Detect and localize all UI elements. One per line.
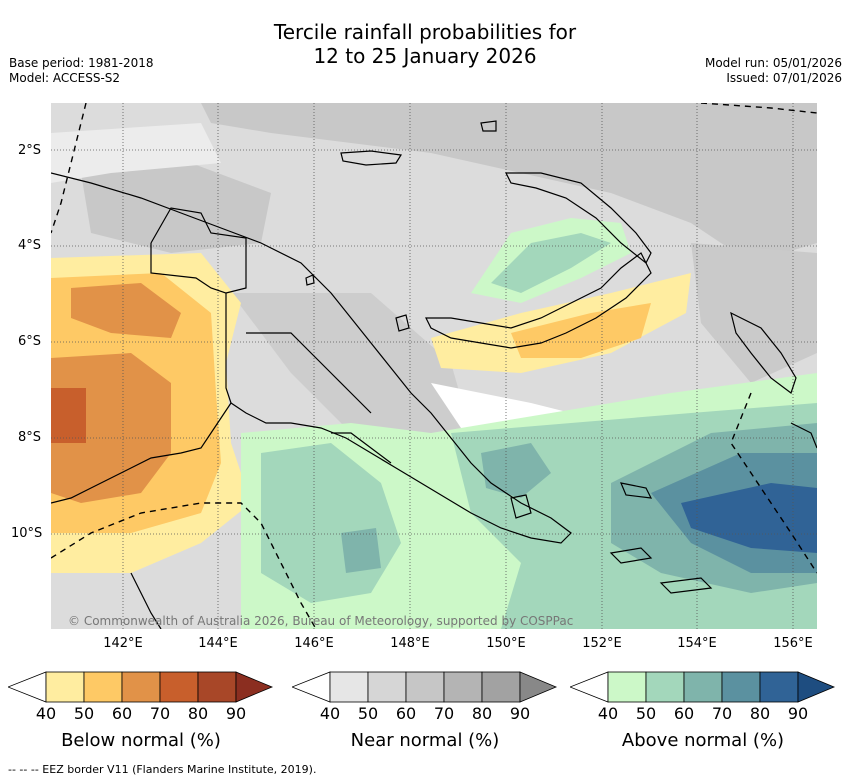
- cbar-above-cap-low: [568, 671, 609, 703]
- model-name: Model: ACCESS-S2: [9, 71, 121, 85]
- map-title: Tercile rainfall probabilities for 12 to…: [0, 20, 850, 68]
- legend-below-caption: Below normal (%): [61, 730, 221, 751]
- above-normal-60-north: [491, 233, 611, 293]
- graticule: [51, 103, 817, 629]
- issued-date: Issued: 07/01/2026: [726, 71, 842, 85]
- cbar-below-40-50: [45, 671, 85, 703]
- cbar-below-80-90: [197, 671, 237, 703]
- legend-near-normal: 40 50 60 70 80 90 Near normal (%): [290, 670, 558, 760]
- lon-label-150e: 150°E: [486, 636, 526, 651]
- above-normal-90-se: [681, 483, 817, 553]
- coastlines: [51, 120, 817, 629]
- cbar-above-50-60: [645, 671, 685, 703]
- cbar-above-cap-high: [797, 671, 836, 703]
- lon-label-154e: 154°E: [677, 636, 717, 651]
- cbar-above-40-50: [607, 671, 647, 703]
- legend-above-caption: Above normal (%): [621, 730, 785, 751]
- tick-below-70: 70: [149, 704, 171, 723]
- colorbar-near-normal: [290, 671, 558, 703]
- cbar-near-cap-low: [290, 671, 331, 703]
- cbar-below-70-80: [159, 671, 199, 703]
- tick-above-90: 90: [787, 704, 809, 723]
- base-period: Base period: 1981-2018: [9, 56, 154, 70]
- map-panel: [51, 103, 817, 629]
- tick-below-50: 50: [73, 704, 95, 723]
- colorbar-above-normal: [568, 671, 836, 703]
- lat-label-10s: 10°S: [11, 526, 43, 541]
- tick-above-50: 50: [635, 704, 657, 723]
- tick-near-60: 60: [395, 704, 417, 723]
- tick-near-40: 40: [319, 704, 341, 723]
- near-normal-50-nw: [51, 123, 221, 183]
- cbar-near-80-90: [481, 671, 521, 703]
- meta-right: Model run: 05/01/2026 Issued: 07/01/2026: [705, 56, 842, 86]
- eez-footnote: -- -- -- EEZ border V11 (Flanders Marine…: [8, 763, 317, 776]
- lon-label-148e: 148°E: [390, 636, 430, 651]
- legend-above-ticks: 40 50 60 70 80 90: [570, 704, 836, 724]
- meta-left: Base period: 1981-2018 Model: ACCESS-S2: [9, 56, 154, 86]
- tick-above-60: 60: [673, 704, 695, 723]
- map-copyright: © Commonwealth of Australia 2026, Bureau…: [68, 614, 574, 628]
- below-normal-80-west: [51, 388, 86, 443]
- legend-above-normal: 40 50 60 70 80 90 Above normal (%): [568, 670, 836, 760]
- near-normal-60-central: [231, 293, 471, 463]
- below-normal-60-east: [511, 303, 651, 358]
- map-canvas: [51, 103, 817, 629]
- colorbar-below-normal: [6, 671, 274, 703]
- lat-label-8s: 8°S: [18, 430, 42, 445]
- lon-label-156e: 156°E: [773, 636, 813, 651]
- cbar-near-cap-high: [519, 671, 558, 703]
- title-line-1: Tercile rainfall probabilities for: [273, 20, 577, 44]
- cbar-below-50-60: [83, 671, 123, 703]
- cbar-below-60-70: [121, 671, 161, 703]
- tick-above-40: 40: [597, 704, 619, 723]
- lat-label-2s: 2°S: [18, 143, 42, 158]
- cbar-above-60-70: [683, 671, 723, 703]
- lat-label-4s: 4°S: [18, 238, 42, 253]
- lat-label-6s: 6°S: [18, 334, 42, 349]
- near-normal-60-east: [691, 243, 817, 383]
- near-normal-60-north: [201, 103, 817, 263]
- model-run: Model run: 05/01/2026: [704, 56, 842, 70]
- above-normal-70-centre: [481, 443, 551, 498]
- cbar-near-70-80: [443, 671, 483, 703]
- near-normal-60-west: [81, 163, 271, 253]
- title-line-2: 12 to 25 January 2026: [313, 44, 537, 68]
- cbar-near-50-60: [367, 671, 407, 703]
- legend-below-normal: 40 50 60 70 80 90 Below normal (%): [6, 670, 274, 760]
- legend-near-caption: Near normal (%): [350, 730, 500, 751]
- below-normal-70-nw: [71, 283, 181, 338]
- tick-near-70: 70: [433, 704, 455, 723]
- legend-near-ticks: 40 50 60 70 80 90: [292, 704, 558, 724]
- lon-label-152e: 152°E: [582, 636, 622, 651]
- tick-below-80: 80: [187, 704, 209, 723]
- lon-label-142e: 142°E: [103, 636, 143, 651]
- tick-near-80: 80: [471, 704, 493, 723]
- tick-below-40: 40: [35, 704, 57, 723]
- cbar-near-60-70: [405, 671, 445, 703]
- cbar-below-cap-low: [6, 671, 47, 703]
- cbar-above-80-90: [759, 671, 799, 703]
- tick-below-60: 60: [111, 704, 133, 723]
- tick-near-90: 90: [509, 704, 531, 723]
- tick-above-80: 80: [749, 704, 771, 723]
- lon-label-144e: 144°E: [198, 636, 238, 651]
- cbar-near-40-50: [329, 671, 369, 703]
- cbar-above-70-80: [721, 671, 761, 703]
- above-normal-70-south: [341, 528, 381, 573]
- legend-below-ticks: 40 50 60 70 80 90: [8, 704, 274, 724]
- cbar-below-cap-high: [235, 671, 274, 703]
- lon-label-146e: 146°E: [294, 636, 334, 651]
- tick-above-70: 70: [711, 704, 733, 723]
- eez-borders: [51, 103, 817, 629]
- tick-near-50: 50: [357, 704, 379, 723]
- tick-below-90: 90: [225, 704, 247, 723]
